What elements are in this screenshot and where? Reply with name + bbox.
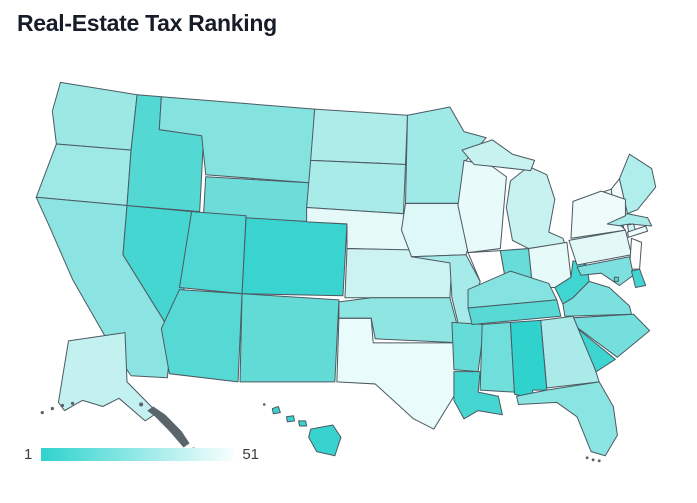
state-colorado[interactable] (241, 217, 348, 297)
state-oregon[interactable] (35, 143, 132, 206)
state-louisiana[interactable] (453, 371, 503, 420)
archipelago-islands (147, 406, 190, 448)
state-district-of-columbia[interactable] (613, 276, 619, 282)
small-island (40, 411, 44, 415)
state-washington[interactable] (51, 81, 138, 151)
state-new-york[interactable] (570, 190, 626, 239)
state-wisconsin[interactable] (457, 159, 507, 254)
state-michigan[interactable] (505, 165, 566, 250)
state-new-york[interactable] (626, 225, 649, 238)
state-north-dakota[interactable] (310, 108, 409, 165)
small-island (597, 459, 601, 463)
state-new-mexico[interactable] (239, 293, 340, 383)
page-title: Real-Estate Tax Ranking (17, 10, 277, 36)
small-island (50, 406, 54, 411)
state-kentucky[interactable] (467, 270, 558, 309)
small-island (70, 401, 75, 406)
small-island (262, 403, 266, 406)
state-florida[interactable] (515, 381, 618, 457)
state-delaware[interactable] (630, 268, 647, 289)
us-choropleth-map (12, 66, 688, 466)
state-michigan[interactable] (461, 139, 536, 172)
state-mississippi[interactable] (479, 321, 515, 393)
state-maryland[interactable] (576, 256, 635, 286)
state-alabama[interactable] (509, 319, 548, 399)
state-tennessee[interactable] (467, 299, 562, 325)
state-hawaii[interactable] (271, 406, 281, 415)
small-island (139, 402, 144, 407)
state-hawaii[interactable] (308, 424, 342, 457)
state-south-dakota[interactable] (306, 159, 406, 215)
state-arizona[interactable] (160, 289, 243, 383)
legend: 1 51 (24, 447, 259, 462)
state-utah[interactable] (178, 211, 247, 295)
state-virginia[interactable] (562, 280, 633, 317)
state-alaska[interactable] (57, 332, 158, 422)
legend-gradient-bar (41, 448, 234, 461)
state-arkansas[interactable] (451, 321, 485, 373)
small-island (585, 456, 589, 460)
legend-max-label: 51 (242, 446, 260, 463)
small-island (591, 458, 595, 462)
state-hawaii[interactable] (298, 420, 308, 427)
legend-min-label: 1 (24, 446, 33, 463)
state-hawaii[interactable] (285, 415, 296, 423)
us-map-svg (35, 81, 657, 463)
small-island (60, 403, 65, 408)
